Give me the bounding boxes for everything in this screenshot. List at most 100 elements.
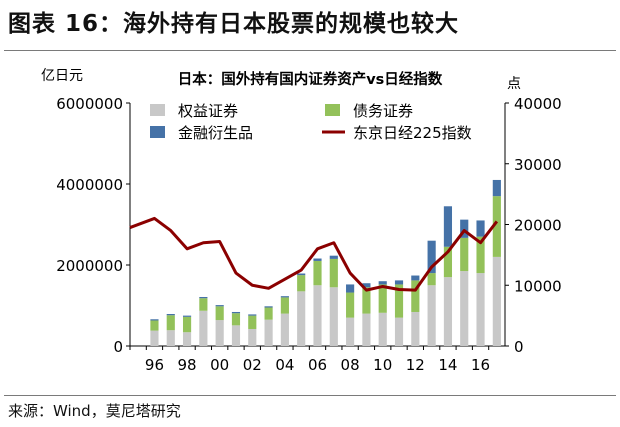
- bar-bond: [264, 307, 273, 320]
- legend-label-derivative: 金融衍生品: [178, 124, 253, 142]
- bar-equity: [199, 310, 208, 346]
- x-tick-label: 04: [275, 356, 294, 374]
- bar-derivative: [313, 258, 322, 261]
- bar-bond: [150, 320, 159, 331]
- bar-derivative: [264, 306, 273, 308]
- bar-equity: [313, 285, 322, 346]
- bar-derivative: [492, 179, 501, 197]
- bar-derivative: [199, 296, 208, 299]
- bar-derivative: [394, 280, 404, 285]
- bar-equity: [362, 313, 371, 346]
- bar-bond: [280, 297, 289, 314]
- bar-bond: [297, 275, 306, 292]
- y-right-tick-label: 20000: [514, 217, 562, 235]
- y-axis-right-label: 点: [507, 76, 521, 92]
- bar-derivative: [166, 314, 175, 316]
- bar-derivative: [280, 296, 289, 298]
- bar-equity: [492, 256, 501, 346]
- x-tick-label: 14: [438, 356, 457, 374]
- chart-title: 日本：国外持有国内证券资产vs日经指数: [178, 70, 443, 88]
- bar-equity: [476, 273, 485, 346]
- y-left-tick-label: 2000000: [56, 257, 123, 275]
- bar-bond: [443, 246, 453, 278]
- bar-bond: [313, 260, 322, 286]
- figure-title: 图表 16：海外持有日本股票的规模也较大: [8, 11, 460, 37]
- x-tick-label: 98: [178, 356, 197, 374]
- y-right-tick-label: 0: [514, 338, 524, 356]
- bar-derivative: [476, 220, 485, 237]
- bar-equity: [264, 319, 273, 346]
- nikkei-line: [129, 216, 499, 292]
- bar-derivative: [297, 273, 306, 276]
- legend-swatch-derivative: [150, 126, 165, 138]
- bar-equity: [443, 277, 453, 346]
- bar-equity: [378, 312, 387, 346]
- bar-bond: [182, 316, 192, 333]
- bar-derivative: [460, 219, 469, 238]
- bar-derivative: [427, 240, 436, 274]
- bar-bond: [329, 258, 338, 288]
- bar-equity: [166, 330, 175, 346]
- y-axis-left-label: 亿日元: [41, 68, 83, 84]
- bar-derivative: [231, 311, 241, 314]
- bar-bond: [492, 196, 501, 257]
- bar-equity: [394, 317, 404, 346]
- bar-bond: [460, 237, 469, 272]
- bar-equity: [427, 285, 436, 346]
- bar-derivative: [215, 305, 224, 307]
- bar-bond: [248, 315, 257, 329]
- bar-derivative: [248, 314, 257, 316]
- y-right-tick-label: 10000: [514, 277, 562, 295]
- bar-bond: [199, 298, 208, 311]
- bar-equity: [231, 325, 241, 346]
- bar-bond: [215, 306, 224, 321]
- bar-derivative: [346, 284, 355, 293]
- legend-swatch-equity: [150, 104, 165, 116]
- legend-label-bond: 债务证券: [353, 102, 413, 120]
- axes: 0200000040000006000000010000200003000040…: [56, 95, 562, 374]
- y-right-tick-label: 30000: [514, 156, 562, 174]
- x-tick-label: 12: [406, 356, 425, 374]
- bar-bond: [394, 284, 404, 318]
- bar-equity: [150, 330, 159, 346]
- top-rule: [4, 50, 616, 51]
- bar-derivative: [378, 281, 387, 285]
- bar-equity: [346, 317, 355, 346]
- y-right-tick-label: 40000: [514, 95, 562, 113]
- bar-bond: [166, 315, 175, 331]
- x-tick-label: 16: [471, 356, 490, 374]
- bar-derivative: [182, 315, 192, 317]
- bar-derivative: [150, 319, 159, 321]
- y-left-tick-label: 6000000: [56, 95, 123, 113]
- bar-equity: [280, 313, 289, 346]
- bar-derivative: [411, 275, 420, 281]
- y-left-tick-label: 0: [113, 338, 123, 356]
- bar-equity: [297, 291, 306, 346]
- bar-bond: [476, 236, 485, 274]
- bar-equity: [215, 320, 224, 346]
- x-tick-label: 06: [308, 356, 327, 374]
- source-note: 来源：Wind，莫尼塔研究: [8, 402, 181, 420]
- bar-bond: [411, 280, 420, 312]
- bar-equity: [329, 287, 338, 346]
- bar-bond: [346, 292, 355, 318]
- bar-bond: [378, 284, 387, 313]
- x-tick-label: 00: [210, 356, 229, 374]
- bar-bond: [362, 287, 371, 314]
- legend-label-equity: 权益证券: [178, 102, 238, 120]
- bar-bond: [231, 313, 241, 326]
- x-tick-label: 10: [373, 356, 392, 374]
- y-left-tick-label: 4000000: [56, 176, 123, 194]
- chart: 日本：国外持有国内证券资产vs日经指数 亿日元 点 02000000400000…: [41, 68, 562, 374]
- bar-derivative: [362, 283, 371, 288]
- bar-equity: [182, 332, 192, 346]
- x-tick-label: 08: [341, 356, 360, 374]
- bar-equity: [460, 271, 469, 346]
- bars: [150, 179, 501, 346]
- bar-equity: [411, 311, 420, 346]
- bottom-rule: [4, 395, 616, 396]
- bar-equity: [248, 328, 257, 346]
- x-tick-label: 02: [243, 356, 262, 374]
- bar-bond: [427, 273, 436, 286]
